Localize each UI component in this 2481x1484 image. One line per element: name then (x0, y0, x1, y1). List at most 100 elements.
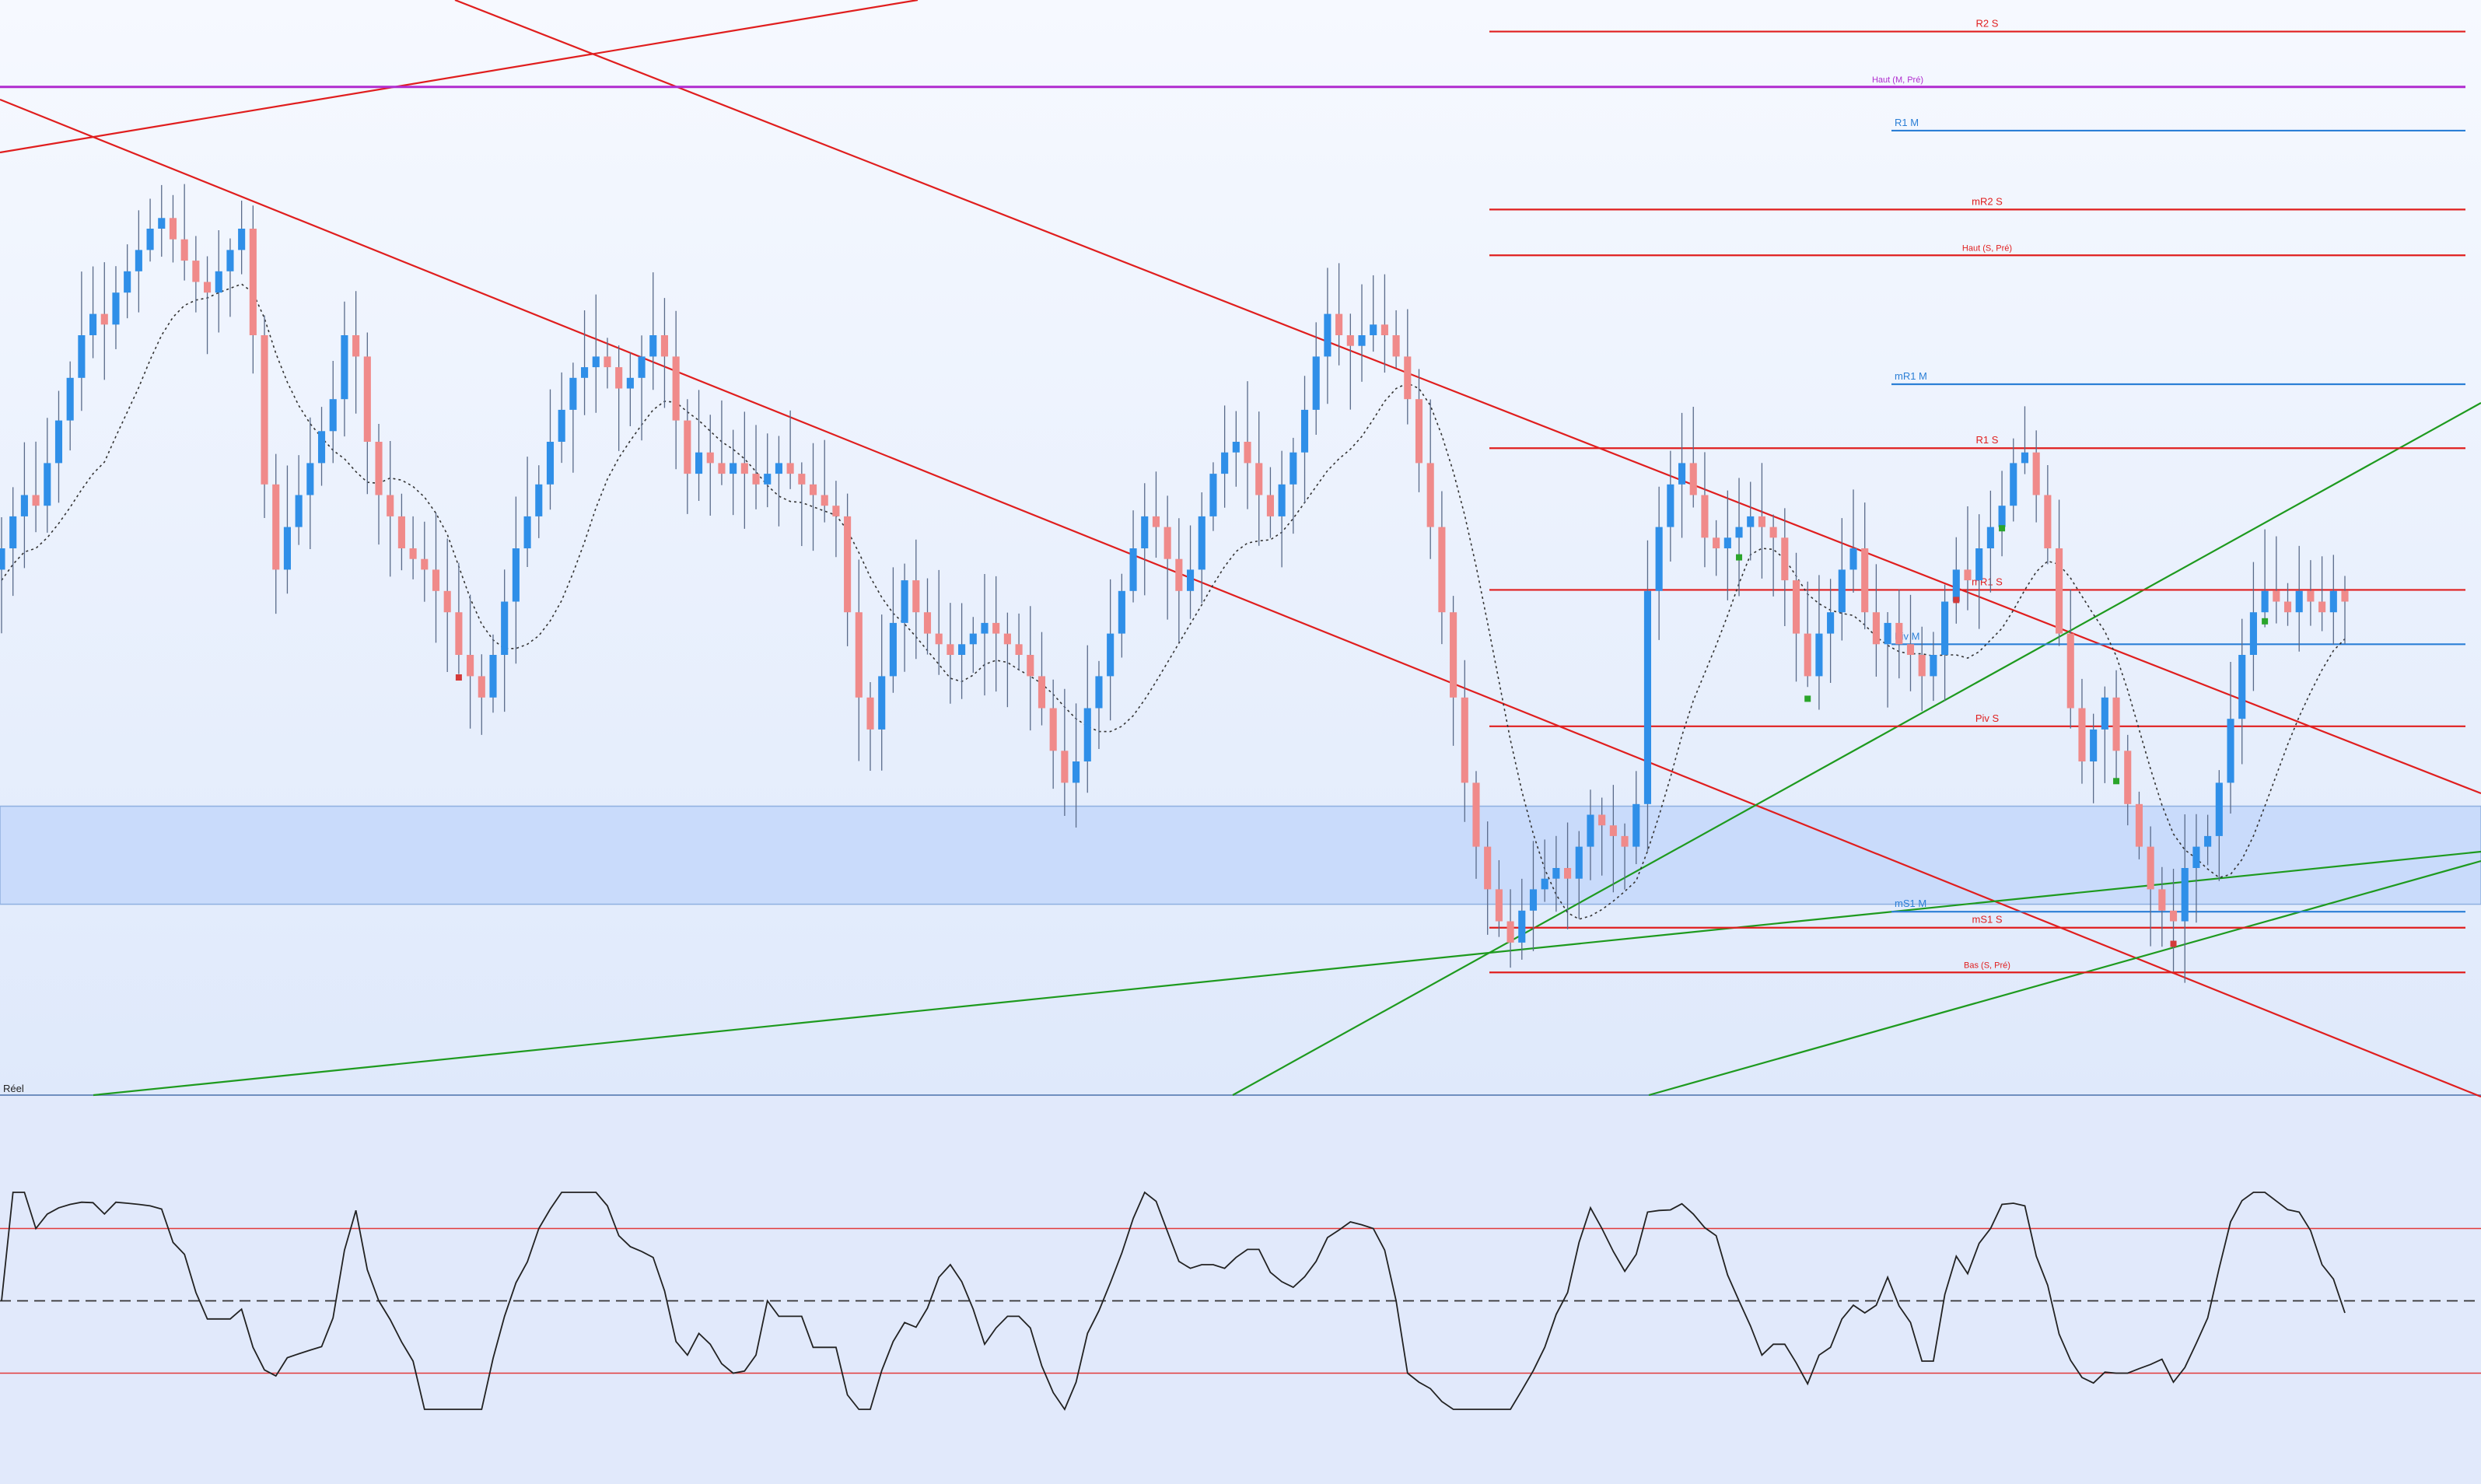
candle-body-20 (215, 271, 222, 293)
candle-body-153 (1735, 527, 1743, 538)
candle-body-21 (226, 250, 234, 271)
candle-body-55 (615, 367, 623, 389)
candle-body-90 (1015, 644, 1023, 655)
candle-body-99 (1118, 590, 1125, 634)
candle-body-45 (501, 601, 509, 655)
candle-body-108 (1221, 452, 1229, 474)
candlestick-layer (0, 184, 2349, 983)
candle-body-147 (1667, 484, 1674, 527)
candle-body-59 (660, 335, 669, 357)
candle-body-176 (1998, 506, 2006, 527)
candle-body-66 (740, 463, 748, 474)
candle-body-167 (1895, 622, 1903, 645)
candle-body-5 (44, 463, 51, 506)
candle-body-91 (1027, 655, 1034, 677)
candle-body-124 (1404, 356, 1412, 400)
candle-body-135 (1529, 889, 1538, 911)
level-label-7: R1 S (1976, 434, 1999, 446)
candle-body-203 (2307, 590, 2315, 602)
trendline-2 (454, 0, 2481, 795)
candle-body-16 (169, 218, 177, 240)
trendline-3 (0, 98, 2481, 1098)
candle-body-151 (1713, 537, 1720, 548)
candle-body-93 (1049, 708, 1057, 751)
candle-body-18 (192, 261, 200, 282)
candle-body-115 (1300, 409, 1309, 453)
candle-body-22 (238, 229, 246, 250)
candle-body-103 (1164, 527, 1171, 559)
candle-body-191 (2169, 910, 2178, 922)
signal-marker-3 (1804, 695, 1811, 702)
candle-body-1 (0, 548, 5, 570)
candle-body-107 (1209, 474, 1217, 516)
signal-marker-1 (455, 674, 462, 681)
trendline-5 (1232, 402, 2481, 1096)
candle-body-52 (581, 367, 589, 378)
candle-body-198 (2249, 612, 2257, 655)
candle-body-61 (684, 420, 691, 474)
candle-body-12 (124, 271, 131, 293)
candle-body-186 (2112, 697, 2120, 751)
candle-body-36 (397, 516, 405, 548)
level-label-3: R1 M (1895, 117, 1919, 128)
candle-body-98 (1107, 633, 1115, 677)
candle-body-44 (489, 655, 497, 698)
level-label-11: mS1 M (1895, 898, 1926, 909)
candle-body-177 (2010, 463, 2017, 506)
candle-body-33 (363, 356, 371, 442)
candle-body-76 (855, 612, 863, 698)
candle-body-112 (1266, 495, 1274, 516)
candle-body-95 (1073, 761, 1080, 783)
candle-body-70 (786, 463, 794, 474)
candle-body-62 (695, 452, 703, 474)
level-label-12: mS1 S (1972, 914, 2002, 926)
candle-body-19 (203, 282, 212, 293)
candle-body-182 (2066, 633, 2074, 709)
candle-body-205 (2329, 590, 2337, 613)
candle-body-126 (1426, 463, 1434, 527)
candle-body-154 (1747, 516, 1755, 527)
candle-body-136 (1541, 878, 1548, 890)
candle-body-192 (2181, 868, 2189, 922)
candle-body-156 (1769, 527, 1777, 538)
candle-body-111 (1255, 463, 1263, 495)
candle-body-148 (1678, 463, 1686, 485)
candle-body-30 (329, 399, 337, 432)
candle-body-24 (261, 335, 268, 485)
candle-body-81 (912, 580, 920, 613)
candle-body-173 (1964, 569, 1972, 581)
candle-body-143 (1621, 835, 1629, 847)
candle-body-73 (821, 495, 828, 506)
candle-body-23 (249, 229, 257, 335)
candle-body-140 (1587, 814, 1594, 847)
moving-average-line (1, 283, 2346, 920)
candle-body-64 (718, 463, 726, 474)
candle-body-17 (180, 239, 188, 261)
candle-body-162 (1838, 569, 1846, 613)
candle-body-123 (1392, 335, 1400, 357)
level-label-13: Bas (S, Pré) (1964, 961, 2010, 970)
candle-body-39 (432, 569, 440, 591)
candle-body-118 (1335, 313, 1343, 335)
candle-body-125 (1415, 399, 1423, 464)
candle-body-180 (2044, 495, 2052, 548)
candle-body-155 (1758, 516, 1765, 527)
candle-body-197 (2238, 655, 2246, 719)
candle-body-142 (1609, 825, 1617, 836)
moving-average-layer (1, 283, 2346, 920)
candle-body-79 (889, 622, 897, 677)
candle-body-41 (455, 612, 463, 655)
candle-body-53 (592, 356, 600, 368)
candle-body-50 (558, 409, 565, 442)
candle-body-40 (443, 590, 451, 613)
candle-body-183 (2078, 708, 2086, 761)
level-label-4: mR2 S (1972, 195, 2003, 207)
candle-body-149 (1689, 463, 1697, 495)
candle-body-43 (478, 676, 485, 698)
candle-body-134 (1518, 910, 1526, 943)
candle-body-129 (1461, 697, 1468, 783)
candle-body-181 (2056, 548, 2063, 634)
signal-marker-7 (2170, 940, 2177, 947)
candle-body-88 (992, 622, 1000, 634)
